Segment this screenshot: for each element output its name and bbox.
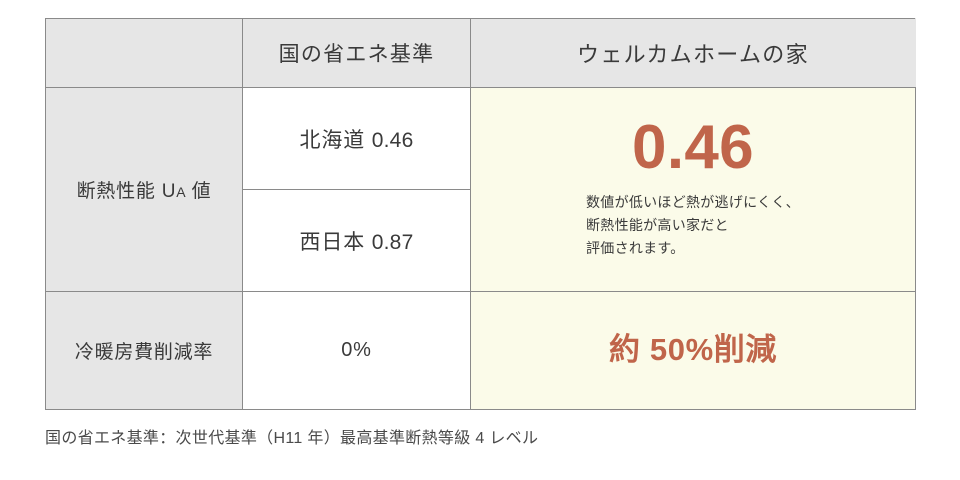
table-row: 断熱性能 UA 値 北海道 0.46 0.46 数値が低いほど熱が逃げにくく、 …: [45, 87, 916, 292]
standard-value-cost-reduction: 0%: [242, 291, 471, 410]
our-ua-value-inner: 0.46 数値が低いほど熱が逃げにくく、 断熱性能が高い家だと 評価されます。: [471, 103, 915, 275]
row-label-cooling-heating-cost: 冷暖房費削減率: [45, 291, 243, 410]
our-ua-value-cell: 0.46 数値が低いほど熱が逃げにくく、 断熱性能が高い家だと 評価されます。: [470, 87, 916, 292]
description-line-2: 断熱性能が高い家だと: [586, 217, 729, 234]
row-label-ua-subscript: A: [176, 184, 186, 200]
our-cost-reduction-cell: 約 50%削減: [470, 291, 916, 410]
footnote-text: 国の省エネ基準：次世代基準（H11 年）最高基準断熱等級 4 レベル: [45, 430, 539, 447]
header-blank-cell: [45, 18, 243, 88]
standard-number-nishinihon: 0.87: [371, 230, 414, 254]
our-ua-value-number: 0.46: [632, 113, 754, 183]
insulation-comparison-table: 国の省エネ基準 ウェルカムホームの家 断熱性能 UA 値 北海道 0.46 0.…: [45, 18, 916, 410]
region-label-nishinihon: 西日本: [299, 230, 366, 254]
row-label-ua-tail: 値: [185, 181, 212, 202]
description-line-1: 数値が低いほど熱が逃げにくく、: [586, 194, 800, 211]
row-label-ua-main: 断熱性能 U: [76, 181, 177, 202]
row-label-ua-value: 断熱性能 UA 値: [45, 87, 243, 292]
description-line-3: 評価されます。: [586, 239, 685, 256]
table-header-row: 国の省エネ基準 ウェルカムホームの家: [45, 18, 916, 88]
table-row: 西日本 0.87: [46, 189, 916, 292]
our-ua-description: 数値が低いほど熱が逃げにくく、 断熱性能が高い家だと 評価されます。: [586, 191, 800, 259]
region-label-hokkaido: 北海道: [299, 128, 366, 152]
table-row: 冷暖房費削減率 0% 約 50%削減: [45, 291, 916, 410]
our-cost-reduction-value: 約 50%削減: [609, 332, 777, 368]
standard-value-hokkaido: 北海道 0.46: [242, 87, 471, 190]
header-national-standard: 国の省エネ基準: [242, 18, 471, 88]
our-ua-description-wrap: 数値が低いほど熱が逃げにくく、 断熱性能が高い家だと 評価されます。: [471, 191, 915, 259]
header-our-home: ウェルカムホームの家: [470, 18, 916, 88]
standard-number-hokkaido: 0.46: [371, 128, 414, 152]
standard-value-nishinihon: 西日本 0.87: [242, 189, 471, 292]
